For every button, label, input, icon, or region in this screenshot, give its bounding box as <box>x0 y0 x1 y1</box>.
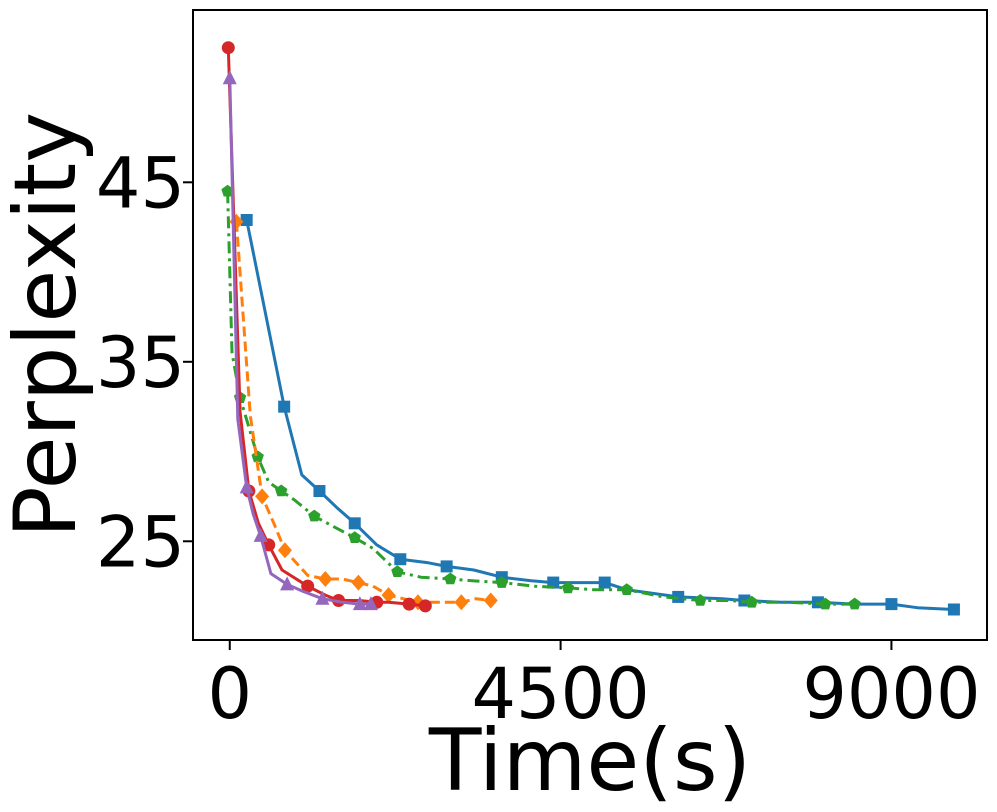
data-point <box>308 509 321 522</box>
data-point <box>848 597 861 610</box>
series-line <box>234 221 491 604</box>
data-point <box>315 590 330 605</box>
series-line <box>228 78 371 606</box>
data-point <box>819 597 832 610</box>
data-point <box>483 592 498 609</box>
data-point <box>318 570 333 587</box>
data-point <box>352 596 367 611</box>
data-point <box>222 70 237 85</box>
data-point <box>745 595 758 608</box>
data-point <box>402 597 416 611</box>
data-point <box>418 599 432 613</box>
data-point <box>301 579 315 593</box>
data-point <box>694 594 707 606</box>
data-point <box>253 527 268 542</box>
plot-area <box>193 10 987 640</box>
data-point <box>440 560 453 573</box>
data-point <box>620 583 633 596</box>
data-point <box>275 484 288 497</box>
series-layer <box>221 41 960 616</box>
series-4 <box>222 70 378 611</box>
data-point <box>240 214 253 226</box>
data-point <box>255 488 270 505</box>
x-tick-label: 9000 <box>802 653 980 735</box>
data-point <box>391 565 404 578</box>
x-axis-title: Time(s) <box>428 711 751 811</box>
data-point <box>381 587 396 604</box>
data-point <box>363 596 378 611</box>
data-point <box>239 479 254 494</box>
y-axis-title: Perplexity <box>0 112 96 538</box>
data-point <box>947 603 960 616</box>
y-tick-label: 35 <box>96 322 185 404</box>
data-point <box>454 594 469 611</box>
x-tick-label: 4500 <box>472 653 650 735</box>
data-point <box>221 41 235 55</box>
plot-frame <box>192 9 988 641</box>
ticks-layer: 0 4500 9000 25 35 45 <box>96 142 981 735</box>
data-point <box>280 576 295 591</box>
data-point <box>885 598 898 611</box>
series-line <box>226 191 855 606</box>
data-point <box>221 184 234 197</box>
data-point <box>348 517 361 530</box>
y-tick-label: 25 <box>96 501 185 583</box>
series-2 <box>229 213 498 611</box>
data-point <box>561 581 575 594</box>
y-tick-label: 45 <box>96 142 185 224</box>
data-point <box>351 574 366 591</box>
data-point <box>278 400 291 413</box>
data-point <box>495 576 508 588</box>
data-point <box>598 576 611 589</box>
data-point <box>277 542 292 559</box>
x-tick-label: 0 <box>207 653 252 735</box>
data-point <box>313 485 326 498</box>
data-point <box>444 572 457 585</box>
data-point <box>348 531 361 543</box>
data-point <box>394 553 407 566</box>
